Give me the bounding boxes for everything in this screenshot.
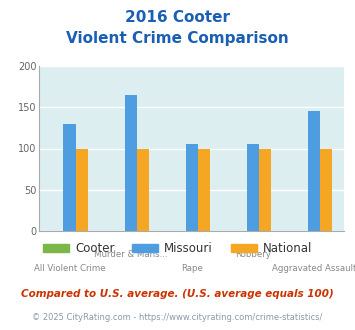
Text: © 2025 CityRating.com - https://www.cityrating.com/crime-statistics/: © 2025 CityRating.com - https://www.city…: [32, 313, 323, 322]
Bar: [186, 145, 198, 231]
Bar: [76, 148, 88, 231]
Text: Aggravated Assault: Aggravated Assault: [272, 264, 355, 273]
Legend: Cooter, Missouri, National: Cooter, Missouri, National: [38, 237, 317, 260]
Text: Rape: Rape: [181, 264, 203, 273]
Text: 2016 Cooter: 2016 Cooter: [125, 10, 230, 25]
Bar: [125, 95, 137, 231]
Bar: [308, 111, 320, 231]
Text: Murder & Mans...: Murder & Mans...: [94, 250, 168, 259]
Bar: [64, 124, 76, 231]
Bar: [320, 148, 332, 231]
Text: All Violent Crime: All Violent Crime: [34, 264, 105, 273]
Text: Compared to U.S. average. (U.S. average equals 100): Compared to U.S. average. (U.S. average …: [21, 289, 334, 299]
Text: Robbery: Robbery: [235, 250, 271, 259]
Bar: [259, 148, 271, 231]
Text: Violent Crime Comparison: Violent Crime Comparison: [66, 31, 289, 46]
Bar: [247, 145, 259, 231]
Bar: [137, 148, 149, 231]
Bar: [198, 148, 210, 231]
